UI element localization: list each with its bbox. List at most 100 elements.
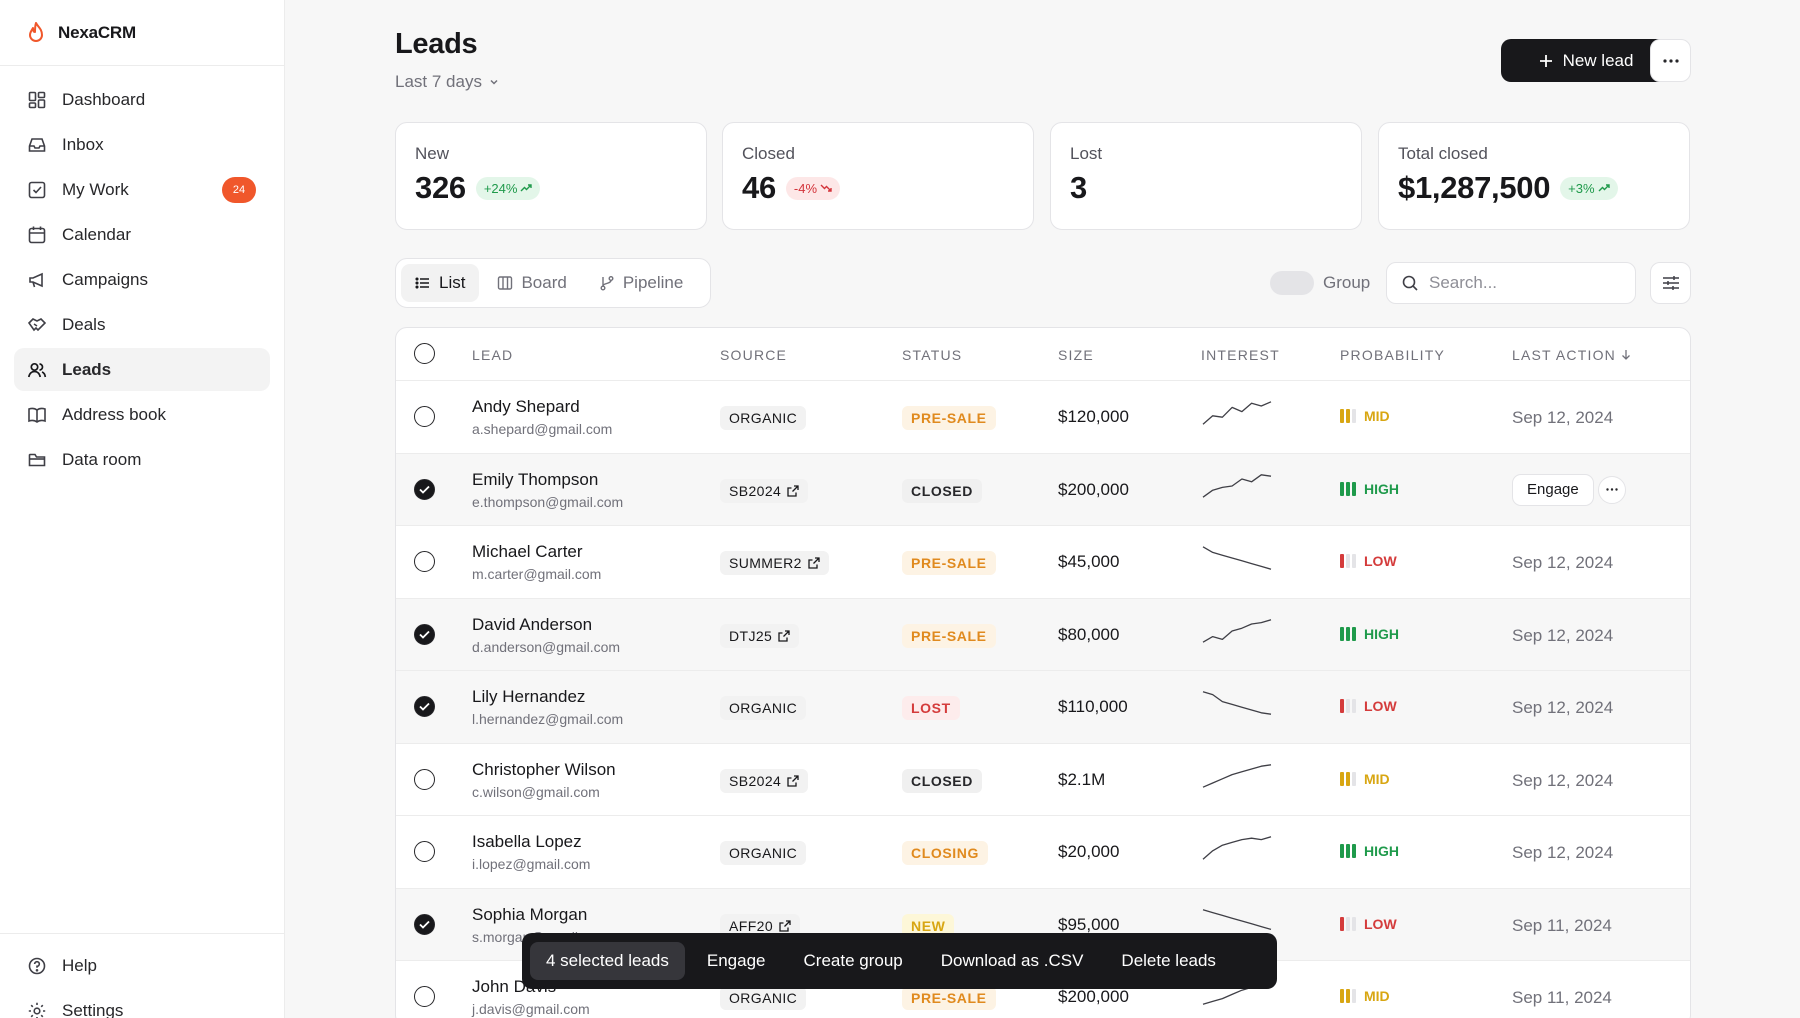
status-badge: CLOSING [902,841,988,865]
row-checkbox[interactable] [414,768,435,790]
source-tag[interactable]: SB2024 [720,478,809,503]
sidebar-item-calendar[interactable]: Calendar [14,213,270,256]
ellipsis-icon [1662,58,1679,63]
bulk-create-group-button[interactable]: Create group [803,951,903,970]
search-input[interactable] [1429,273,1619,293]
sidebar-item-dashboard[interactable]: Dashboard [14,78,270,121]
external-link-icon [778,629,790,642]
stat-card-new: New 326 +24% [395,122,707,230]
probability-bar [1340,554,1344,568]
column-header-last-action[interactable]: LAST ACTION [1512,347,1631,363]
row-checkbox[interactable] [414,696,435,717]
row-checkbox[interactable] [414,623,435,645]
lead-email: e.thompson@gmail.com [472,493,624,510]
bulk-delete-button[interactable]: Delete leads [1121,951,1216,970]
tab-label: Board [521,273,567,292]
stat-value: 3 [1070,170,1087,205]
source-label: SB2024 [729,482,782,499]
trend-up-icon [1598,184,1610,192]
brand[interactable]: NexaCRM [0,0,284,66]
table-row[interactable]: Michael Carter m.carter@gmail.com SUMMER2 P… [396,526,1690,599]
git-branch-icon [600,276,614,291]
stat-delta: +24% [483,180,518,196]
lead-name[interactable]: Sophia Morgan [472,904,588,924]
probability-label: MID [1364,770,1390,787]
column-header-interest[interactable]: INTEREST [1201,347,1280,363]
table-row[interactable]: Lily Hernandez l.hernandez@gmail.com ORGAN… [396,671,1690,744]
row-checkbox[interactable] [414,986,435,1007]
column-header-probability[interactable]: PROBABILITY [1340,347,1446,363]
row-checkbox[interactable] [414,478,435,500]
sparkline-line [1202,836,1272,860]
probability-label: HIGH [1364,480,1399,497]
group-toggle[interactable] [1270,271,1314,295]
column-header-size[interactable]: SIZE [1058,347,1094,363]
new-lead-button[interactable]: New lead [1501,39,1671,82]
stat-delta-badge: +24% [475,176,541,200]
sidebar-item-label: Deals [62,314,106,334]
source-tag[interactable]: SB2024 [720,768,809,793]
tab-list[interactable]: List [401,264,480,302]
sidebar-item-deals[interactable]: Deals [14,303,270,346]
table-row[interactable]: Isabella Lopez i.lopez@gmail.com ORGANIC CL… [396,816,1690,889]
bulk-download-csv-button[interactable]: Download as .CSV [940,951,1084,970]
last-action-date: Sep 12, 2024 [1512,553,1614,572]
lead-name[interactable]: Christopher Wilson [472,759,616,779]
sidebar-item-help[interactable]: Help [14,944,271,987]
select-all-checkbox[interactable] [414,343,435,364]
stat-label: Lost [1070,144,1103,163]
bulk-action-bar: 4 selected leads Engage Create group Dow… [522,933,1277,989]
sidebar-item-data-room[interactable]: Data room [14,438,270,481]
table-row[interactable]: Emily Thompson e.thompson@gmail.com SB2024… [396,453,1690,526]
table-row[interactable]: David Anderson d.anderson@gmail.com DTJ25 P… [396,598,1690,671]
sidebar-item-settings[interactable]: Settings [14,989,271,1018]
tab-pipeline[interactable]: Pipeline [585,264,698,302]
help-icon [28,957,46,974]
probability-bar [1340,481,1344,496]
calendar-icon [28,226,46,243]
tab-label: Pipeline [622,273,684,292]
lead-name[interactable]: Emily Thompson [472,469,599,489]
check-icon [419,702,430,711]
filter-settings-button[interactable] [1650,262,1691,304]
bulk-engage-button[interactable]: Engage [706,951,766,970]
row-checkbox[interactable] [414,913,435,935]
lead-name[interactable]: Isabella Lopez [472,832,582,851]
trend-down-icon [820,184,832,192]
row-checkbox[interactable] [414,551,435,572]
row-checkbox[interactable] [414,406,435,427]
table-row[interactable]: Christopher Wilson c.wilson@gmail.com SB20… [396,744,1690,816]
more-options-button[interactable] [1650,39,1691,82]
lead-name[interactable]: Michael Carter [472,542,583,561]
sidebar-item-campaigns[interactable]: Campaigns [14,258,270,301]
probability-bar [1340,771,1344,786]
probability-bar [1352,844,1356,858]
source-tag[interactable]: SUMMER2 [720,551,829,575]
sliders-icon [1662,276,1679,290]
column-header-last-action-label: LAST ACTION [1512,347,1616,363]
table-row[interactable]: Andy Shepard a.shepard@gmail.com ORGANIC PR… [396,381,1690,454]
interest-sparkline [1202,836,1272,860]
sidebar-item-leads[interactable]: Leads [14,348,270,391]
column-header-source[interactable]: SOURCE [720,347,788,363]
sidebar-item-inbox[interactable]: Inbox [14,123,270,166]
row-more-button[interactable] [1598,475,1626,504]
column-header-status[interactable]: STATUS [902,347,963,363]
tab-board[interactable]: Board [483,264,580,302]
sidebar-item-address-book[interactable]: Address book [14,393,270,436]
probability-bars [1340,554,1356,568]
column-header-lead[interactable]: LEAD [472,347,514,363]
lead-name[interactable]: Andy Shepard [472,397,580,416]
row-engage-button[interactable]: Engage [1512,473,1594,506]
interest-sparkline [1202,618,1272,643]
sidebar-item-my-work[interactable]: My Work 24 [14,168,270,211]
row-checkbox[interactable] [414,841,435,862]
probability-bar [1346,989,1350,1003]
probability-bar [1352,989,1356,1003]
source-tag: ORGANIC [720,841,807,865]
lead-name[interactable]: David Anderson [472,614,593,634]
source-tag[interactable]: DTJ25 [720,623,800,648]
lead-name[interactable]: Lily Hernandez [472,687,586,706]
date-range-dropdown[interactable]: Last 7 days [395,72,500,92]
check-icon [419,485,430,494]
